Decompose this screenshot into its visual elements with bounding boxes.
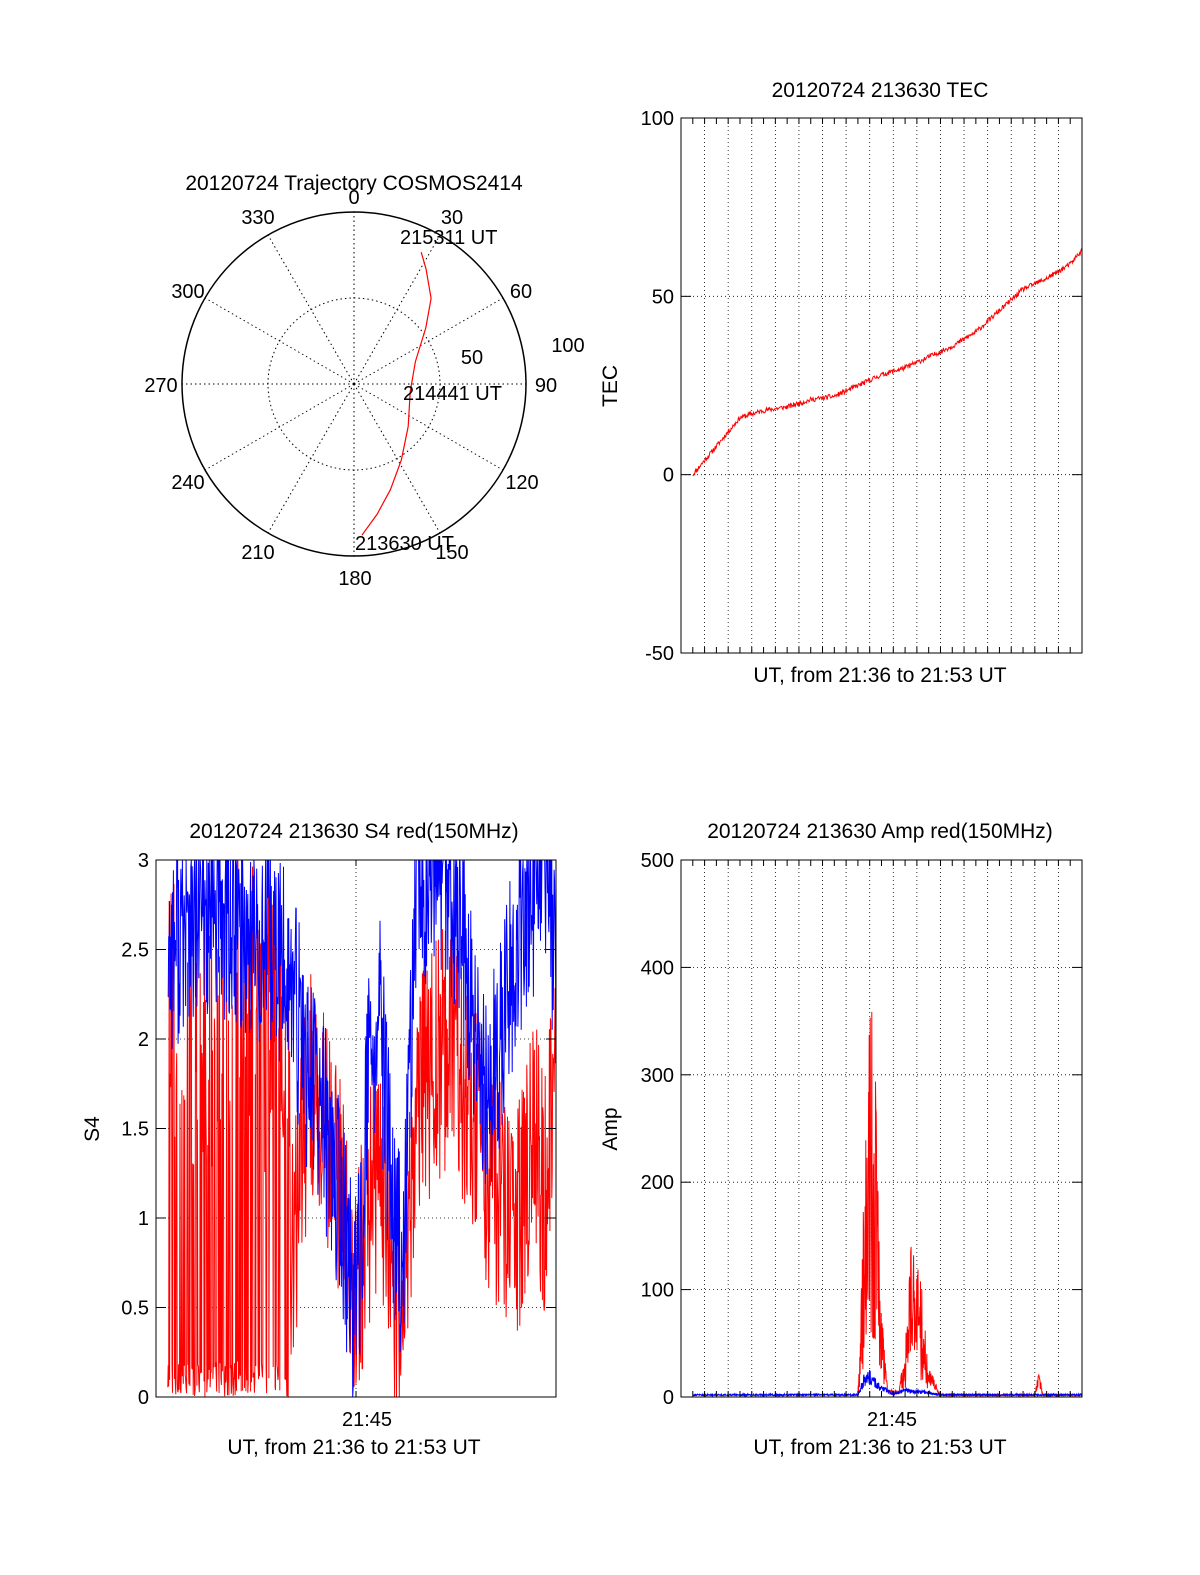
tec-ticks: 100 50 0 -50 — [641, 108, 1082, 665]
y-tick-label: 400 — [641, 957, 674, 979]
s4-x-tick-label: 21:45 — [342, 1409, 392, 1431]
polar-azimuth-label: 120 — [505, 472, 538, 494]
polar-azimuth-label: 210 — [241, 542, 274, 564]
amp-chart: 20120724 213630 Amp red(150MHz) 500 400 30… — [599, 820, 1083, 1459]
s4-trace — [167, 859, 557, 1398]
polar-spoke — [353, 383, 504, 471]
trajectory-line — [361, 252, 432, 536]
tec-grid — [681, 118, 1082, 653]
tec-plot-frame — [680, 117, 1083, 654]
amp-x-tick-label: 21:45 — [867, 1409, 917, 1431]
y-tick-label: -50 — [645, 643, 674, 665]
polar-spoke — [353, 383, 441, 534]
polar-azimuth-label: 270 — [144, 375, 177, 397]
polar-azimuth-label: 330 — [241, 207, 274, 229]
amp-x-axis-label: UT, from 21:36 to 21:53 UT — [753, 1436, 1006, 1459]
polar-azimuth-label: 30 — [441, 207, 463, 229]
polar-azimuth-label: 240 — [171, 472, 204, 494]
polar-radius-label: 50 — [461, 347, 483, 369]
y-tick-label: 2 — [138, 1029, 149, 1051]
y-tick-label: 50 — [652, 286, 674, 308]
polar-grid — [181, 211, 527, 557]
polar-radius-label: 100 — [551, 335, 584, 357]
trajectory-start-label: 213630 UT — [355, 533, 454, 555]
y-tick-label: 100 — [641, 1280, 674, 1302]
s4-blue-series — [167, 859, 557, 1398]
y-tick-label: 0 — [663, 1387, 674, 1409]
amp-trace — [692, 1011, 1083, 1398]
tec-chart-title: 20120724 213630 TEC — [772, 79, 989, 102]
polar-spoke — [353, 297, 504, 385]
tec-chart: 20120724 213630 TEC 100 50 0 -50 UT, from 2… — [599, 79, 1083, 687]
y-tick-label: 0 — [663, 465, 674, 487]
polar-spoke — [267, 234, 355, 385]
s4-chart: 20120724 213630 S4 red(150MHz) 3 2.5 2 1.5 1… — [81, 820, 557, 1459]
polar-chart-title: 20120724 Trajectory COSMOS2414 — [185, 172, 523, 195]
y-tick-label: 200 — [641, 1172, 674, 1194]
tec-x-axis-label: UT, from 21:36 to 21:53 UT — [753, 664, 1006, 687]
polar-azimuth-label: 180 — [338, 568, 371, 590]
polar-azimuth-label: 0 — [348, 187, 359, 209]
y-tick-label: 2.5 — [121, 940, 149, 962]
polar-spoke — [353, 234, 441, 385]
s4-x-axis-label: UT, from 21:36 to 21:53 UT — [227, 1436, 480, 1459]
y-tick-label: 3 — [138, 850, 149, 872]
y-tick-label: 500 — [641, 850, 674, 872]
polar-azimuth-label: 150 — [435, 542, 468, 564]
s4-chart-title: 20120724 213630 S4 red(150MHz) — [189, 820, 518, 843]
tec-series-line — [692, 247, 1083, 477]
y-tick-label: 100 — [641, 108, 674, 130]
amp-y-axis-label: Amp — [599, 1107, 622, 1150]
y-tick-label: 1 — [138, 1208, 149, 1230]
y-tick-label: 300 — [641, 1065, 674, 1087]
amp-red-series — [692, 1011, 1083, 1398]
polar-trace — [361, 252, 432, 536]
trajectory-mid-label: 214441 UT — [403, 383, 502, 405]
polar-labels: 0 30 60 90 120 150 180 210 240 270 300 330 50 100 — [144, 187, 584, 590]
amp-ticks: 500 400 300 200 100 0 — [641, 850, 1082, 1409]
amp-chart-title: 20120724 213630 Amp red(150MHz) — [707, 820, 1053, 843]
tec-trace — [692, 247, 1083, 477]
polar-spoke — [204, 383, 355, 471]
polar-azimuth-label: 60 — [510, 281, 532, 303]
s4-y-axis-label: S4 — [81, 1116, 104, 1142]
y-tick-label: 0.5 — [121, 1298, 149, 1320]
polar-azimuth-label: 300 — [171, 281, 204, 303]
polar-spoke — [267, 383, 355, 534]
amp-blue-series — [692, 1370, 1083, 1398]
y-tick-label: 0 — [138, 1387, 149, 1409]
tec-y-axis-label: TEC — [599, 365, 622, 407]
s4-ticks: 3 2.5 2 1.5 1 0.5 0 — [121, 850, 556, 1409]
amp-grid — [681, 860, 1082, 1397]
polar-trajectory-chart: 20120724 Trajectory COSMOS2414 0 30 60 90 12… — [144, 172, 584, 590]
polar-azimuth-label: 90 — [535, 375, 557, 397]
polar-spoke — [204, 297, 355, 385]
y-tick-label: 1.5 — [121, 1119, 149, 1141]
trajectory-end-label: 215311 UT — [400, 227, 497, 249]
